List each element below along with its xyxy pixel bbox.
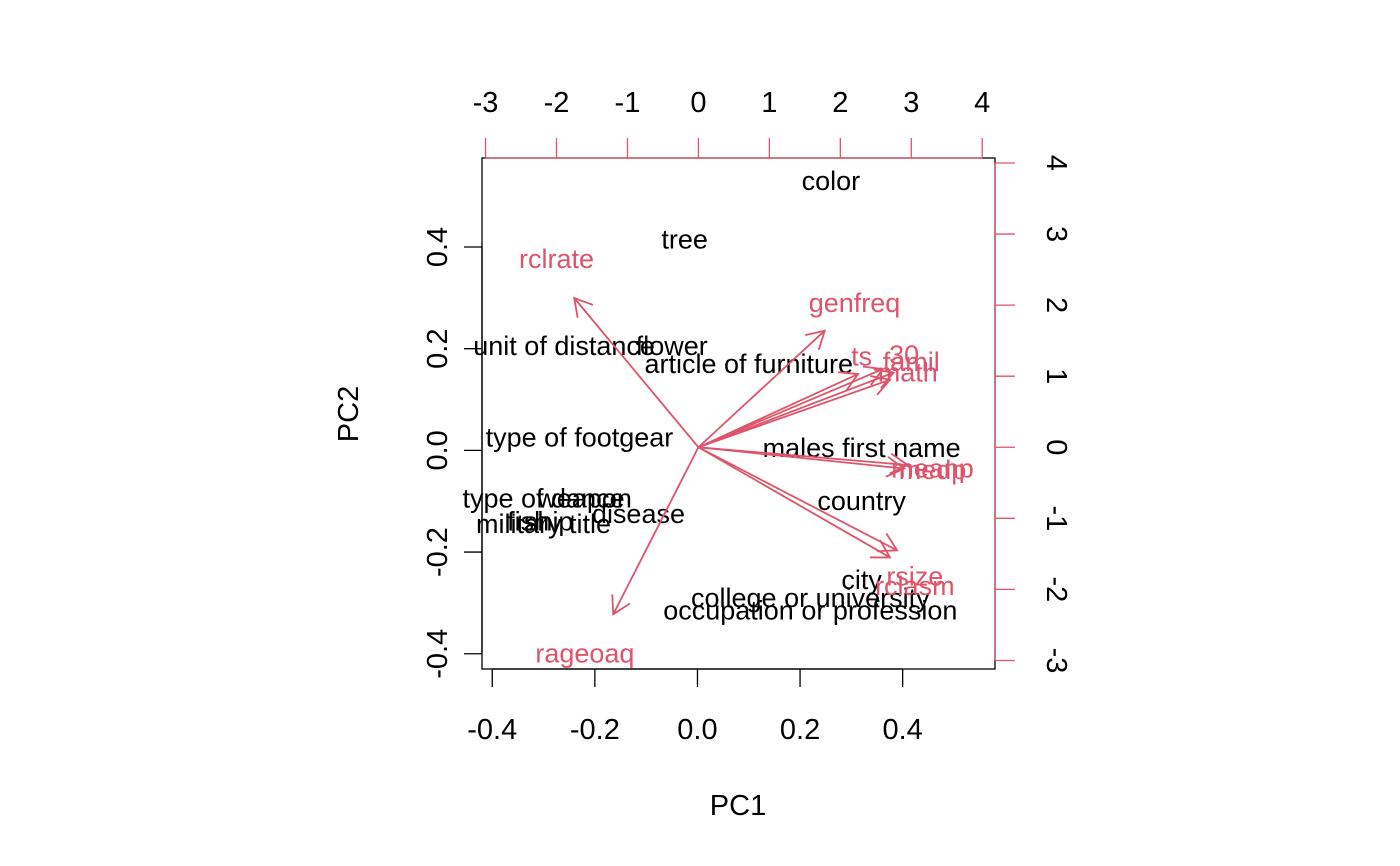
right-tick-label: 2 <box>1040 297 1072 313</box>
loading-arrow-shaft <box>698 371 894 449</box>
loading-label: rageoaq <box>535 638 634 668</box>
right-tick-label: -3 <box>1040 648 1072 674</box>
observation-label: tree <box>661 224 708 254</box>
observation-label: unit of distance <box>473 331 655 361</box>
loading-label: rsize <box>886 562 943 592</box>
left-tick-label: -0.2 <box>422 527 454 577</box>
loading-label: ts <box>851 341 872 371</box>
loading-arrow-shaft <box>698 378 891 449</box>
loading-arrow-head <box>805 329 827 351</box>
top-tick-label: 1 <box>761 87 777 119</box>
observation-label: college or university <box>691 583 930 613</box>
left-tick-label: 0.2 <box>422 329 454 369</box>
y-axis-title: PC2 <box>333 386 365 442</box>
loading-arrow-head <box>885 456 906 478</box>
top-tick-label: 3 <box>903 87 919 119</box>
loading-arrow-shaft <box>697 446 891 559</box>
loading-arrow-head <box>573 296 594 318</box>
observation-label: fish <box>507 507 549 537</box>
loading-label: 30 <box>889 340 919 370</box>
left-tick-label: 0.4 <box>422 227 454 267</box>
left-axis: -0.4 -0.2 0.0 0.2 0.4 <box>422 227 483 679</box>
top-axis: -3 -2 -1 0 1 2 3 4 <box>473 87 990 159</box>
loading-arrow-head <box>877 532 899 553</box>
observation-label: city <box>841 565 882 595</box>
observation-label: occupation or profession <box>663 596 957 626</box>
loading-label: math <box>878 358 938 388</box>
loading-label: rclrate <box>519 244 594 274</box>
observation-label: type of footgear <box>486 423 674 453</box>
bottom-tick-label: -0.2 <box>570 714 620 746</box>
top-tick-label: 0 <box>690 87 706 119</box>
loading-label: famil <box>883 347 940 377</box>
loading-arrow-head <box>889 452 910 475</box>
bottom-tick-label: 0.4 <box>882 714 922 746</box>
top-tick-label: -3 <box>473 87 499 119</box>
loading-label: genfreq <box>809 288 901 318</box>
right-tick-label: -1 <box>1040 505 1072 531</box>
loading-arrow-shaft <box>698 446 905 470</box>
loading-arrow-shaft <box>697 330 826 448</box>
loading-arrow-head <box>838 371 860 391</box>
bottom-tick-label: -0.4 <box>467 714 517 746</box>
left-tick-label: 0.0 <box>422 430 454 470</box>
top-tick-label: 4 <box>974 87 990 119</box>
observation-label: type of dance <box>462 484 624 514</box>
bottom-axis: -0.4 -0.2 0.0 0.2 0.4 <box>467 668 923 746</box>
right-tick-label: 1 <box>1040 368 1072 384</box>
bottom-tick-label: 0.2 <box>780 714 820 746</box>
observation-label: military title <box>476 509 611 539</box>
loading-label: meanp <box>891 454 974 484</box>
left-tick-label: -0.4 <box>422 629 454 679</box>
observation-label: weapon <box>536 484 632 514</box>
observation-label: color <box>802 166 861 196</box>
right-axis: -3 -2 -1 0 1 2 3 4 <box>994 155 1072 674</box>
loading-arrow-shaft <box>697 446 898 552</box>
top-tick-label: -2 <box>544 87 570 119</box>
right-tick-label: -2 <box>1040 577 1072 603</box>
loading-label: rclasm <box>875 571 955 601</box>
right-tick-label: 0 <box>1040 439 1072 455</box>
bottom-tick-label: 0.0 <box>677 714 717 746</box>
loading-label: medp <box>899 455 967 485</box>
observation-label: flower <box>636 331 708 361</box>
loading-arrow-head <box>611 594 631 616</box>
x-axis-title: PC1 <box>710 790 766 822</box>
loading-arrow-head <box>870 375 892 396</box>
observation-label: ship <box>524 507 574 537</box>
loading-arrows <box>573 296 910 616</box>
loading-arrow-shaft <box>698 368 884 449</box>
right-tick-label: 3 <box>1040 226 1072 242</box>
top-tick-label: 2 <box>832 87 848 119</box>
loading-arrow-head <box>869 539 892 559</box>
loading-arrow-shaft <box>612 446 700 615</box>
loading-arrow-head <box>873 368 896 389</box>
top-tick-label: -1 <box>615 87 641 119</box>
loading-arrow-shaft <box>573 297 700 448</box>
right-tick-label: 4 <box>1040 155 1072 171</box>
observation-label: country <box>817 486 906 516</box>
observation-label: article of furniture <box>644 349 853 379</box>
